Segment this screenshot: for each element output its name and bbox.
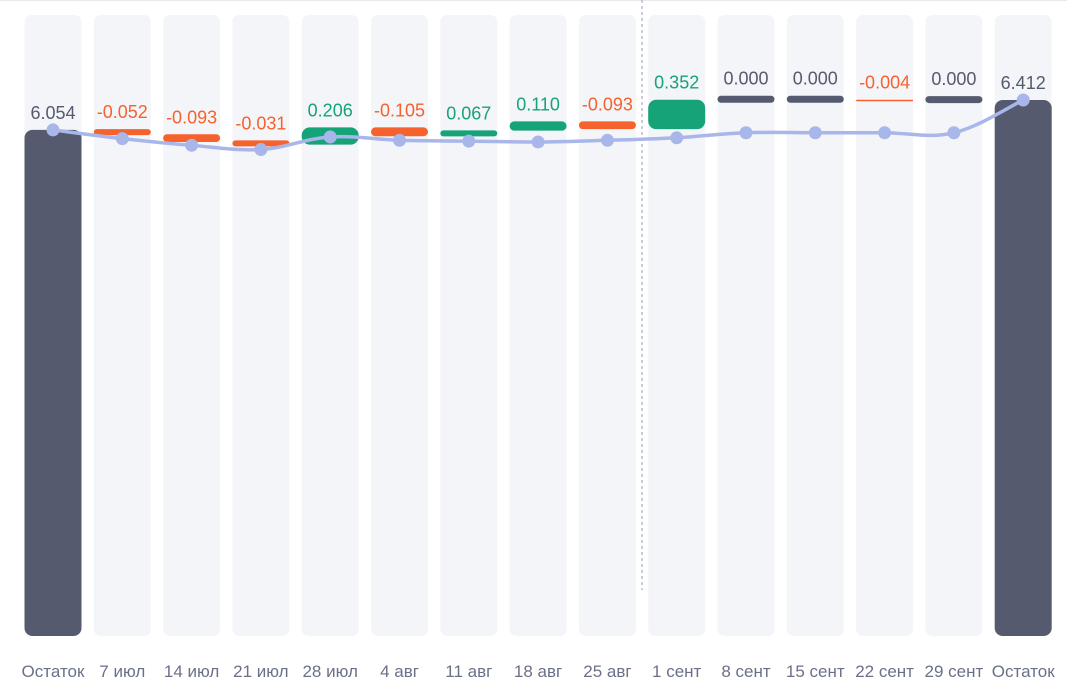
balance-point[interactable] [254,142,268,156]
value-label: 0.352 [654,73,699,93]
bar-zero[interactable] [717,95,775,103]
balance-point[interactable] [462,134,476,148]
value-label: -0.093 [166,107,217,127]
bar-decrease[interactable] [93,129,151,136]
value-label: 0.000 [723,69,768,89]
column-background [163,15,221,636]
category-label: 22 сент [855,662,914,681]
value-label: 0.000 [931,69,976,89]
balance-point[interactable] [323,130,337,144]
bar-increase[interactable] [509,121,567,131]
bar-zero[interactable] [786,95,844,103]
column-background [232,15,290,636]
balance-point[interactable] [115,132,129,146]
column-background [717,15,775,636]
balance-point[interactable] [393,133,406,147]
bar-total[interactable] [994,100,1052,636]
category-label: 1 сент [652,662,702,681]
column-background [786,15,844,636]
category-label: 7 июл [99,662,145,681]
value-label: 0.067 [446,103,491,123]
column-background [856,15,914,636]
bar-decrease[interactable] [856,99,914,102]
category-label: 29 сент [925,662,984,681]
column-background [93,15,151,636]
category-label: Остаток [992,662,1055,681]
value-label: 6.054 [30,103,75,123]
balance-point[interactable] [808,126,822,140]
category-label: 15 сент [786,662,845,681]
column-background [578,15,636,636]
category-label: 28 июл [302,662,357,681]
value-label: 0.000 [793,69,838,89]
balance-point[interactable] [947,126,961,140]
value-label: 0.110 [516,94,560,114]
balance-point[interactable] [531,135,545,149]
bar-decrease[interactable] [163,134,221,143]
category-label: 21 июл [233,662,288,681]
column-background [371,15,428,636]
value-label: -0.004 [859,73,910,93]
category-label: 4 авг [380,662,419,681]
balance-point[interactable] [185,138,199,152]
balance-point[interactable] [46,123,60,137]
column-background [440,15,498,636]
category-label: 11 авг [445,662,492,681]
bar-total[interactable] [24,129,82,636]
balance-point[interactable] [1016,93,1030,107]
balance-point[interactable] [878,126,892,140]
balance-point[interactable] [600,133,614,147]
balance-point[interactable] [670,131,684,145]
column-background [648,15,706,636]
bar-decrease[interactable] [371,127,428,137]
value-label: -0.093 [582,94,633,114]
value-label: 0.206 [308,100,353,120]
column-background [301,15,359,636]
value-label: 6.412 [1001,73,1046,93]
balance-point[interactable] [739,126,753,140]
bar-increase[interactable] [440,130,498,137]
category-label: 8 сент [721,662,771,681]
value-label: -0.052 [97,102,148,122]
bar-decrease[interactable] [578,121,636,130]
value-label: -0.031 [235,113,286,133]
category-label: 18 авг [514,662,562,681]
column-background [509,15,567,636]
value-label: -0.105 [374,100,425,120]
category-label: 25 авг [583,662,631,681]
bar-increase[interactable] [648,99,706,130]
top-divider [0,0,1067,1]
bar-zero[interactable] [925,96,983,104]
category-label: Остаток [22,662,85,681]
column-background [925,15,983,636]
category-label: 14 июл [164,662,219,681]
